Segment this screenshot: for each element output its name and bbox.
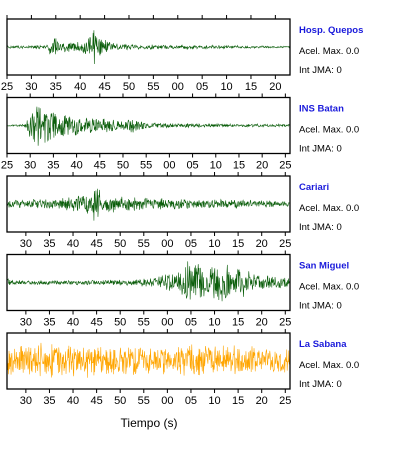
tick-label-2-5: 55 (138, 238, 150, 250)
tick-label-4-5: 55 (138, 395, 150, 407)
tick-label-2-1: 35 (43, 238, 55, 250)
panel-frame-4 (6, 332, 291, 390)
panel-frame-2 (6, 175, 291, 233)
station-name-4: La Sabana (299, 339, 347, 350)
station-name-3: San Miguel (299, 261, 349, 272)
tick-label-1-1: 30 (24, 160, 36, 172)
tick-label-3-7: 05 (185, 317, 197, 329)
tick-label-2-2: 40 (67, 238, 79, 250)
waveform-trace-2 (6, 188, 291, 221)
tick-label-2-11: 25 (279, 238, 291, 250)
tick-label-1-5: 50 (117, 160, 129, 172)
tick-label-3-4: 50 (114, 317, 126, 329)
tick-label-3-1: 35 (43, 317, 55, 329)
tick-label-2-10: 20 (256, 238, 268, 250)
tick-label-2-0: 30 (20, 238, 32, 250)
tick-label-4-6: 00 (161, 395, 173, 407)
tick-label-0-11: 20 (269, 81, 281, 93)
tick-label-1-8: 05 (186, 160, 198, 172)
station-name-2: Cariari (299, 182, 329, 193)
panel-frame-0 (6, 18, 291, 76)
tick-label-3-5: 55 (138, 317, 150, 329)
jma-intensity-label-4: Int JMA: 0 (299, 379, 342, 390)
waveform-trace-3 (6, 261, 291, 302)
tick-label-1-7: 00 (163, 160, 175, 172)
tick-label-2-3: 45 (90, 238, 102, 250)
tick-label-0-2: 35 (50, 81, 62, 93)
tick-label-4-9: 15 (232, 395, 244, 407)
tick-label-1-2: 35 (47, 160, 59, 172)
tick-label-0-5: 50 (123, 81, 135, 93)
tick-label-1-0: 25 (1, 160, 13, 172)
tick-label-2-9: 15 (232, 238, 244, 250)
panel-frame-1 (6, 96, 291, 155)
tick-label-2-7: 05 (185, 238, 197, 250)
tick-label-2-8: 10 (208, 238, 220, 250)
tick-label-0-0: 25 (1, 81, 13, 93)
tick-label-0-7: 00 (172, 81, 184, 93)
jma-intensity-label-2: Int JMA: 0 (299, 222, 342, 233)
tick-label-3-10: 20 (256, 317, 268, 329)
accel-max-label-4: Acel. Max. 0.0 (299, 360, 359, 371)
tick-label-0-3: 40 (74, 81, 86, 93)
accel-max-label-3: Acel. Max. 0.0 (299, 282, 359, 293)
tick-label-0-6: 55 (147, 81, 159, 93)
tick-label-3-0: 30 (20, 317, 32, 329)
tick-label-1-6: 55 (140, 160, 152, 172)
tick-label-3-3: 45 (90, 317, 102, 329)
tick-label-4-7: 05 (185, 395, 197, 407)
tick-label-0-9: 10 (220, 81, 232, 93)
tick-label-4-4: 50 (114, 395, 126, 407)
tick-label-2-4: 50 (114, 238, 126, 250)
tick-label-1-11: 20 (256, 160, 268, 172)
jma-intensity-label-1: Int JMA: 0 (299, 144, 342, 155)
tick-label-1-3: 40 (70, 160, 82, 172)
tick-label-0-4: 45 (98, 81, 110, 93)
tick-label-4-10: 20 (256, 395, 268, 407)
waveform-trace-4 (6, 342, 291, 378)
tick-label-3-6: 00 (161, 317, 173, 329)
tick-label-2-6: 00 (161, 238, 173, 250)
accel-max-label-1: Acel. Max. 0.0 (299, 125, 359, 136)
jma-intensity-label-0: Int JMA: 0 (299, 65, 342, 76)
tick-label-4-8: 10 (208, 395, 220, 407)
panel-frame-3 (6, 253, 291, 312)
station-name-0: Hosp. Quepos (299, 25, 363, 36)
tick-label-3-11: 25 (279, 317, 291, 329)
tick-label-3-9: 15 (232, 317, 244, 329)
x-axis-label: Tiempo (s) (121, 416, 178, 430)
accel-max-label-2: Acel. Max. 0.0 (299, 203, 359, 214)
tick-label-1-10: 15 (233, 160, 245, 172)
tick-label-4-11: 25 (279, 395, 291, 407)
tick-label-0-1: 30 (25, 81, 37, 93)
accel-max-label-0: Acel. Max. 0.0 (299, 46, 359, 57)
jma-intensity-label-3: Int JMA: 0 (299, 301, 342, 312)
tick-label-0-8: 05 (196, 81, 208, 93)
station-name-1: INS Batan (299, 104, 344, 115)
waveform-trace-1 (6, 106, 291, 146)
tick-label-4-1: 35 (43, 395, 55, 407)
tick-label-4-2: 40 (67, 395, 79, 407)
tick-label-1-4: 45 (94, 160, 106, 172)
tick-label-3-8: 10 (208, 317, 220, 329)
tick-label-0-10: 15 (245, 81, 257, 93)
tick-label-3-2: 40 (67, 317, 79, 329)
tick-label-4-0: 30 (20, 395, 32, 407)
waveform-trace-0 (6, 30, 291, 64)
panels-group: 25 30 35 40 45 50 55 00 05 10 15 20 Hosp. Quepos Acel… (1, 15, 363, 407)
tick-label-4-3: 45 (90, 395, 102, 407)
tick-label-1-9: 10 (210, 160, 222, 172)
tick-label-1-12: 25 (279, 160, 291, 172)
